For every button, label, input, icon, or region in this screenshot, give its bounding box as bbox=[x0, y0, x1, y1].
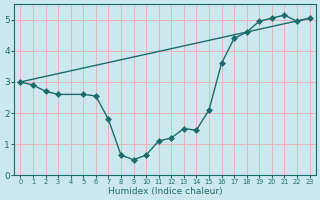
X-axis label: Humidex (Indice chaleur): Humidex (Indice chaleur) bbox=[108, 187, 222, 196]
